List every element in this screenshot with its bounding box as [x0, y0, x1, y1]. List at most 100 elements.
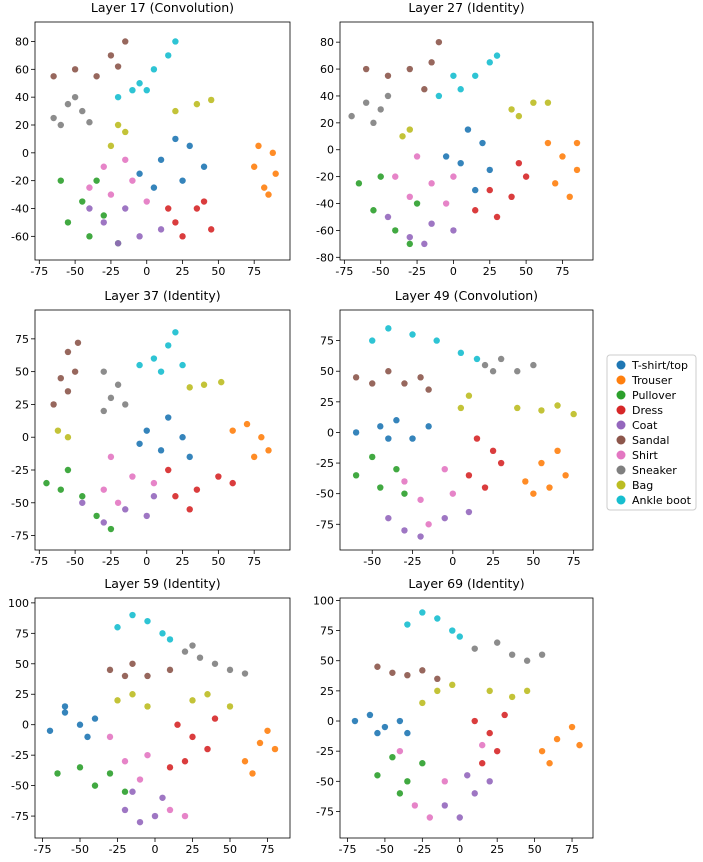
point [425, 521, 432, 528]
point [551, 180, 559, 187]
series [465, 435, 505, 491]
point [265, 447, 272, 454]
point [493, 747, 501, 755]
point [392, 173, 399, 180]
point [200, 381, 208, 388]
point [172, 493, 179, 500]
point [204, 745, 211, 753]
point [472, 186, 479, 194]
point [417, 374, 424, 381]
point [208, 96, 215, 104]
point [226, 703, 234, 710]
point [165, 52, 172, 59]
legend-label: Bag [632, 479, 653, 492]
point [269, 149, 277, 157]
point [46, 727, 54, 734]
point [538, 407, 545, 414]
series [374, 663, 441, 683]
y-tick-label: -50 [316, 488, 334, 501]
point [464, 126, 472, 133]
series [419, 681, 531, 707]
point [425, 386, 432, 393]
y-tick-label: 25 [15, 688, 29, 701]
point [546, 760, 553, 767]
point [426, 814, 434, 821]
series [250, 142, 279, 198]
series [114, 38, 179, 101]
point [165, 414, 172, 421]
point [481, 361, 489, 369]
point [157, 368, 165, 375]
x-tick-label: 50 [526, 555, 540, 568]
point [493, 213, 501, 221]
point [86, 205, 93, 212]
point [64, 388, 72, 395]
x-tick-label: 25 [176, 555, 190, 568]
point [129, 660, 136, 667]
point [71, 66, 79, 73]
point [479, 760, 486, 767]
point [441, 465, 448, 473]
point [114, 381, 122, 388]
point [544, 99, 552, 106]
point [136, 818, 144, 826]
series [136, 135, 208, 191]
x-tick-label: -50 [66, 265, 84, 278]
y-tick-label: -60 [316, 224, 334, 237]
x-tick-label: -25 [102, 265, 120, 278]
point [501, 711, 508, 719]
y-tick-label: -80 [316, 251, 334, 264]
series [121, 788, 166, 826]
chart-title: Layer 69 (Identity) [408, 576, 524, 591]
legend-marker [616, 375, 626, 385]
point [106, 770, 114, 777]
series [114, 691, 234, 710]
point [421, 86, 428, 93]
point [497, 459, 505, 467]
point [150, 66, 158, 73]
point [200, 163, 208, 170]
y-tick-label: 0 [22, 431, 29, 444]
series [471, 639, 546, 664]
point [450, 72, 457, 79]
x-tick-label: 25 [186, 843, 200, 856]
point [122, 38, 129, 45]
point [93, 73, 100, 80]
point [144, 672, 151, 680]
y-tick-label: -50 [11, 780, 29, 793]
point [150, 493, 158, 500]
point [404, 729, 411, 737]
series [114, 611, 174, 643]
series [229, 420, 272, 461]
point [385, 368, 392, 375]
point [384, 72, 392, 79]
point [514, 404, 521, 412]
point [121, 806, 129, 814]
point [189, 642, 196, 649]
point [165, 466, 172, 474]
point [433, 337, 440, 344]
point [396, 747, 404, 755]
point [100, 368, 107, 375]
point [193, 486, 201, 493]
point [211, 715, 219, 722]
y-tick-label: -60 [11, 230, 29, 243]
point [143, 198, 150, 205]
point [64, 466, 72, 474]
y-tick-label: -75 [316, 805, 334, 818]
point [186, 453, 193, 461]
point [179, 233, 186, 240]
series [166, 715, 219, 771]
x-tick-label: -75 [30, 265, 48, 278]
point [523, 657, 531, 664]
x-tick-label: 0 [449, 555, 456, 568]
point [393, 465, 400, 473]
series [136, 414, 193, 461]
point [204, 691, 211, 698]
series [54, 378, 225, 441]
legend-label: Coat [632, 419, 658, 432]
point [91, 715, 99, 722]
y-tick-label: 60 [15, 63, 29, 76]
point [121, 672, 129, 680]
point [129, 473, 136, 480]
